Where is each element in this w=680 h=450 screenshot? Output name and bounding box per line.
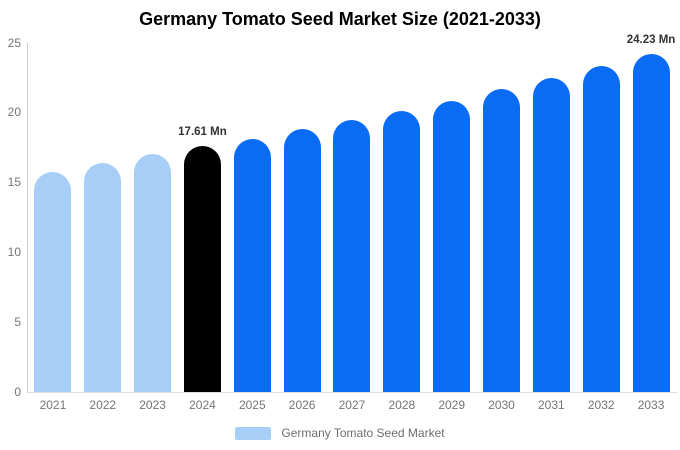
data-label-2033: 24.23 Mn bbox=[626, 33, 676, 46]
bar-2025[interactable] bbox=[233, 139, 271, 392]
bar-slot-2028 bbox=[377, 43, 427, 392]
x-tick-label-2029: 2029 bbox=[438, 398, 466, 412]
bar-slot-2023 bbox=[128, 43, 178, 392]
x-tick-label-2023: 2023 bbox=[139, 398, 166, 412]
y-tick-label-10: 10 bbox=[7, 244, 21, 259]
bar-2023[interactable] bbox=[134, 154, 172, 392]
x-tick-label-2033: 2033 bbox=[637, 398, 665, 412]
x-axis-line bbox=[27, 392, 677, 393]
y-tick-label-20: 20 bbox=[7, 105, 21, 120]
bar-2027[interactable] bbox=[333, 120, 371, 392]
y-axis-line bbox=[27, 43, 28, 393]
y-tick-label-5: 5 bbox=[14, 314, 21, 329]
x-tick-label-2026: 2026 bbox=[288, 398, 316, 412]
bar-2033[interactable] bbox=[632, 53, 670, 392]
bar-2032[interactable] bbox=[582, 66, 620, 392]
x-tick-label-2025: 2025 bbox=[238, 398, 266, 412]
bar-slot-2032 bbox=[576, 43, 626, 392]
x-tick-label-2027: 2027 bbox=[338, 398, 366, 412]
legend-swatch-icon bbox=[235, 426, 272, 440]
y-tick-label-0: 0 bbox=[14, 384, 21, 399]
data-label-2024: 17.61 Mn bbox=[178, 126, 227, 139]
bar-2029[interactable] bbox=[433, 100, 471, 392]
x-tick-label-2024: 2024 bbox=[189, 398, 216, 412]
bar-slot-2033: 24.23 Mn bbox=[626, 34, 676, 392]
bar-slot-2025 bbox=[227, 43, 277, 392]
bar-slot-2029 bbox=[427, 43, 477, 392]
x-tick-label-2030: 2030 bbox=[488, 398, 515, 412]
bar-2028[interactable] bbox=[383, 110, 421, 392]
legend[interactable]: Germany Tomato Seed Market bbox=[0, 426, 680, 440]
bar-2022[interactable] bbox=[84, 163, 122, 392]
bar-2026[interactable] bbox=[283, 129, 321, 392]
bar-2030[interactable] bbox=[483, 89, 521, 392]
y-tick-label-15: 15 bbox=[7, 175, 21, 190]
bar-slot-2026 bbox=[277, 43, 327, 392]
x-tick-label-2032: 2032 bbox=[587, 398, 615, 412]
x-tick-label-2022: 2022 bbox=[89, 398, 117, 412]
legend-label: Germany Tomato Seed Market bbox=[281, 426, 445, 440]
bar-slot-2024: 17.61 Mn bbox=[178, 43, 228, 392]
bar-slot-2030 bbox=[477, 43, 527, 392]
bar-2031[interactable] bbox=[532, 77, 570, 392]
x-tick-label-2028: 2028 bbox=[388, 398, 416, 412]
x-axis-labels: 2021 2022 2023 2024 2025 2026 2027 2028 2029 2030… bbox=[28, 398, 676, 412]
bar-slot-2027 bbox=[327, 43, 377, 392]
bar-slot-2022 bbox=[78, 43, 128, 392]
bar-slot-2031 bbox=[526, 43, 576, 392]
bar-2024[interactable] bbox=[183, 146, 221, 392]
chart-title: Germany Tomato Seed Market Size (2021-20… bbox=[139, 9, 541, 29]
bar-2021[interactable] bbox=[34, 171, 72, 392]
x-tick-label-2031: 2031 bbox=[538, 398, 565, 412]
bar-slot-2021 bbox=[28, 43, 78, 392]
x-tick-label-2021: 2021 bbox=[39, 398, 67, 412]
plot-area: 17.61 Mn 24.23 Mn bbox=[28, 34, 676, 392]
y-tick-label-25: 25 bbox=[7, 35, 21, 50]
